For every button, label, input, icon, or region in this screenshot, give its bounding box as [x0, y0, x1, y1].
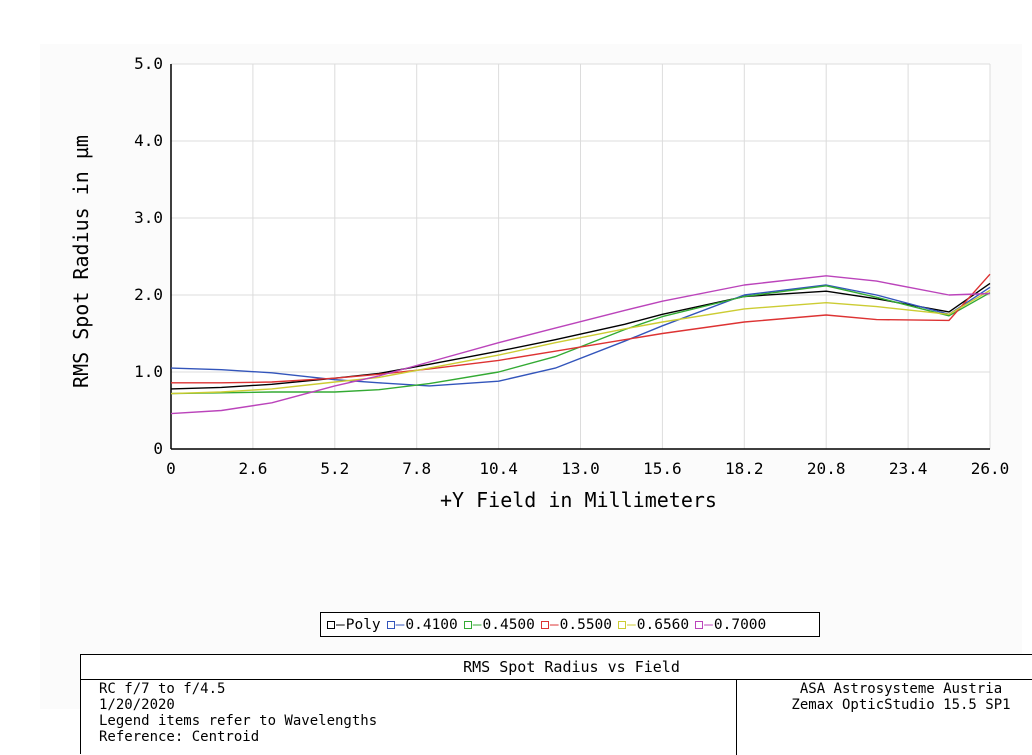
- footer-left-line: Reference: Centroid: [99, 729, 260, 745]
- plot-window: 0 2.6 5.2 7.8 10.4 13.0 15.6 18.2 20.8 23.4 26.0 0 1…: [40, 44, 1032, 755]
- legend-item: — Poly: [327, 617, 381, 633]
- x-tick-label: 13.0: [561, 459, 600, 478]
- footer-title: RMS Spot Radius vs Field: [81, 655, 1032, 680]
- x-tick-label: 26.0: [971, 459, 1010, 478]
- x-tick-label: 10.4: [479, 459, 518, 478]
- footer-right-line: ASA Astrosysteme Austria: [799, 681, 1003, 697]
- series-line: [170, 289, 991, 395]
- x-tick-label: 20.8: [807, 459, 846, 478]
- footer-left-line: 1/20/2020: [99, 697, 175, 713]
- x-tick-label: 18.2: [725, 459, 764, 478]
- legend-label: 0.6560: [636, 616, 690, 633]
- y-tick-label: 3.0: [134, 208, 163, 227]
- footer-right-info: ASA Astrosysteme Austria Zemax OpticStud…: [771, 681, 1031, 713]
- y-tick-label: 2.0: [134, 285, 163, 304]
- legend-label: Poly: [345, 616, 381, 633]
- x-axis-title: +Y Field in Millimeters: [440, 488, 717, 512]
- x-tick-label: 2.6: [238, 459, 267, 478]
- y-tick-label: 5.0: [134, 54, 163, 73]
- info-footer: RMS Spot Radius vs Field RC f/7 to f/4.5…: [80, 654, 1032, 755]
- x-tick-label: 15.6: [643, 459, 682, 478]
- legend-label: 0.7000: [713, 616, 767, 633]
- legend-dash: —: [627, 616, 636, 633]
- footer-left-line: RC f/7 to f/4.5: [99, 681, 226, 697]
- legend-swatch: [327, 620, 335, 629]
- y-axis-title: RMS Spot Radius in µm: [69, 135, 93, 388]
- legend-item: —0.7000: [695, 617, 766, 633]
- legend-item: —0.5500: [540, 616, 613, 633]
- y-tick-label: 0: [153, 439, 163, 458]
- legend-item: —0.4100: [386, 616, 458, 633]
- x-tick-label: 0: [166, 459, 176, 478]
- legend-label: 0.4500: [482, 616, 535, 633]
- series-line: [171, 273, 991, 384]
- legend-dash: —: [395, 616, 405, 633]
- legend-label: 0.5500: [559, 616, 613, 633]
- legend-label: 0.4100: [405, 616, 458, 633]
- y-tick-label: 1.0: [134, 362, 163, 381]
- legend-dash: —: [549, 616, 559, 633]
- legend-swatch: [386, 620, 395, 629]
- footer-divider: [736, 679, 737, 755]
- legend-swatch: [540, 620, 549, 629]
- rms-spot-chart: 0 2.6 5.2 7.8 10.4 13.0 15.6 18.2 20.8 23.4 26.0 0 1…: [69, 54, 1010, 512]
- x-tick-label: 5.2: [320, 459, 349, 478]
- series-line: [170, 275, 991, 415]
- series-line: [170, 284, 991, 387]
- legend-item: —0.4500: [463, 616, 535, 633]
- legend-dash: —: [336, 616, 345, 633]
- chart-legend: — Poly —0.4100—0.4500—0.5500—0.6560—0.7000: [320, 612, 820, 637]
- footer-right-line: Zemax OpticStudio 15.5 SP1: [791, 697, 1011, 713]
- x-tick-label: 7.8: [402, 459, 431, 478]
- y-tick-label: 4.0: [134, 131, 163, 150]
- footer-left-info: RC f/7 to f/4.5 1/20/2020 Legend items r…: [99, 681, 377, 745]
- legend-dash: —: [704, 616, 713, 633]
- legend-item: —0.6560: [618, 617, 689, 633]
- legend-swatch: [463, 620, 472, 629]
- series-line: [170, 285, 991, 395]
- x-tick-label: 23.4: [889, 459, 928, 478]
- legend-swatch: [618, 620, 627, 629]
- footer-left-line: Legend items refer to Wavelengths: [99, 713, 378, 729]
- series-line: [170, 282, 991, 390]
- legend-swatch: [695, 620, 704, 629]
- legend-dash: —: [472, 616, 482, 633]
